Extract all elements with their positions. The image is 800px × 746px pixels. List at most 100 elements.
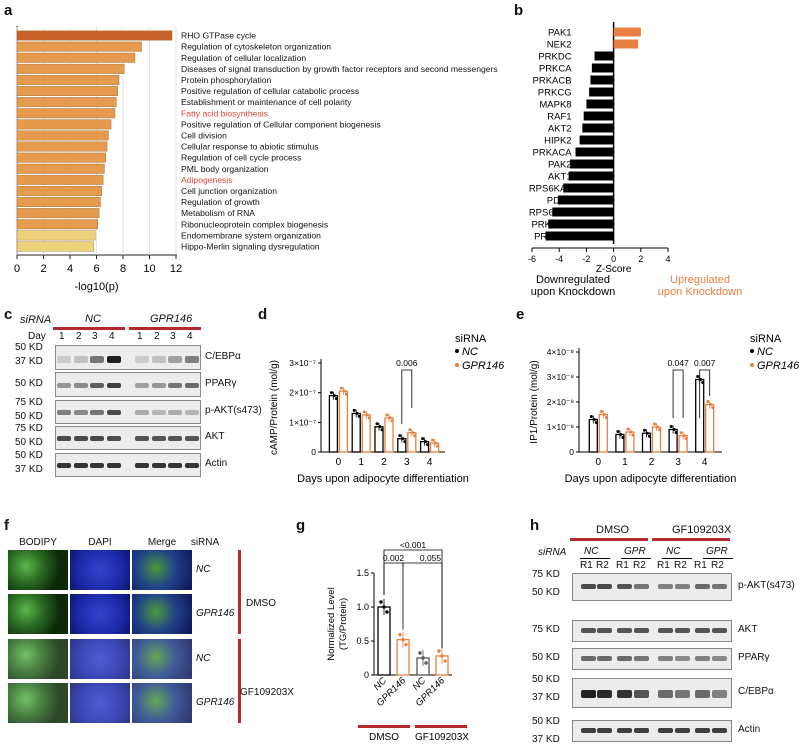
b-category-label: PRKAA2: [534, 232, 572, 243]
legend-label-gpr146: GPR146: [757, 360, 800, 372]
blot-band: [135, 436, 149, 441]
a-category-label: Diseases of signal transduction by growt…: [181, 64, 498, 74]
h-replicate-label: R1: [657, 560, 670, 571]
nc-group-bar: [53, 327, 125, 330]
g-y-tick-label: 0.5: [356, 636, 369, 646]
a-category-label: Adipogenesis: [181, 175, 233, 185]
day-lane-label: 1: [137, 331, 143, 342]
bar-gpr146: [384, 417, 394, 453]
a-bar: [16, 97, 117, 108]
group-bar-dmso: [238, 550, 241, 634]
merge-image: [132, 639, 192, 679]
b-bar: [594, 51, 614, 61]
blot-band: [90, 463, 104, 468]
b-category-label: MAPK8: [539, 100, 571, 111]
blot-band: [57, 436, 71, 441]
column-header: DAPI: [88, 537, 112, 548]
g-data-point: [437, 649, 441, 653]
h-blot-row-label: PPARγ: [738, 652, 770, 663]
h-blot-band: [658, 690, 673, 698]
b-bar: [575, 147, 614, 157]
x-tick-label: 0: [336, 457, 342, 468]
blot-band: [107, 436, 121, 441]
a-category-label: Regulation of growth: [181, 197, 260, 207]
blot-band: [107, 463, 121, 468]
h-blot-band: [675, 656, 690, 661]
blot-band: [57, 355, 71, 363]
panel-label-c: c: [4, 306, 13, 323]
blot-strip: [55, 426, 201, 450]
h-kd-marker-label: 37 KD: [532, 692, 560, 703]
b-category-label: NEK2: [547, 40, 572, 51]
p-value-label: 0.006: [396, 358, 418, 368]
blot-band: [135, 382, 149, 388]
a-category-label: Metabolism of RNA: [181, 208, 255, 218]
day-lane-label: 3: [170, 331, 176, 342]
blot-band: [74, 463, 88, 468]
h-blot-strip: [572, 678, 732, 708]
kd-marker-label: 50 KD: [15, 437, 43, 448]
b-annotation-up: upon Knockdown: [658, 286, 742, 298]
bar-nc: [328, 394, 339, 453]
data-point: [398, 434, 402, 438]
x-tick-label: 3: [675, 457, 681, 468]
b-annotation-down: upon Knockdown: [531, 286, 615, 298]
h-sirna-label: siRNA: [538, 547, 567, 558]
blot-band: [185, 382, 199, 388]
h-replicate-label: R1: [694, 560, 707, 571]
blot-band: [74, 382, 88, 388]
blot-band: [152, 463, 166, 468]
blot-band: [168, 382, 182, 388]
b-tick-label: 4: [665, 254, 670, 264]
b-bar: [589, 87, 614, 97]
b-category-label: AKT1: [548, 172, 572, 183]
x-axis-title: Days upon adipocyte differentiation: [565, 473, 737, 485]
h-blot-band: [634, 728, 649, 733]
h-blot-band: [617, 690, 632, 698]
h-gpr-label: GPR: [624, 546, 646, 557]
h-blot-band: [658, 728, 673, 733]
panel-label-h: h: [530, 517, 540, 534]
h-blot-band: [695, 690, 710, 698]
h-blot-band: [597, 628, 612, 633]
bodipy-image: [8, 639, 68, 679]
h-replicate-label: R2: [674, 560, 687, 571]
h-blot-band: [581, 584, 596, 589]
h-blot-row-label: C/EBPα: [738, 686, 774, 697]
h-kd-marker-label: 50 KD: [532, 716, 560, 727]
b-category-label: AKT2: [548, 124, 572, 135]
a-bar: [16, 30, 173, 41]
h-blot-band: [675, 728, 690, 733]
a-bar: [16, 119, 112, 130]
data-point: [342, 389, 346, 393]
h-gpr-underline: [703, 558, 733, 559]
h-blot-band: [712, 628, 727, 633]
a-category-label: Fatty acid biosynthesis: [181, 108, 268, 118]
h-blot-band: [634, 656, 649, 661]
a-category-label: Positive regulation of cellular cataboli…: [181, 86, 359, 96]
data-point: [709, 403, 713, 406]
b-bar: [582, 123, 614, 133]
data-point: [334, 397, 338, 401]
data-point: [411, 431, 415, 435]
panel-h-western-blot: DMSO GF109203X siRNA NC GPR NC GPR R1 R2 R1 R2 R1 R2…: [528, 515, 800, 746]
x-tick-label: 2: [649, 457, 655, 468]
kd-marker-label: 75 KD: [15, 397, 43, 408]
b-bar: [583, 111, 614, 121]
g-data-point: [424, 661, 428, 665]
kd-marker-label: 50 KD: [15, 377, 43, 389]
x-tick-label: 3: [404, 457, 410, 468]
b-x-axis-title: Z-Score: [596, 264, 632, 275]
g-p-value-label: 0.055: [420, 553, 442, 563]
data-point: [357, 414, 361, 418]
b-annotation-down: Downregulated: [536, 274, 610, 286]
b-bar: [579, 135, 614, 145]
blot-row-label: AKT: [205, 431, 225, 442]
a-category-label: Cell junction organization: [181, 186, 277, 196]
blot-band: [185, 410, 199, 415]
data-point: [701, 381, 705, 384]
a-tick-label: 2: [40, 263, 46, 275]
a-bar: [16, 130, 109, 141]
g-bracket: [383, 562, 404, 630]
panel-label-b: b: [514, 2, 524, 19]
